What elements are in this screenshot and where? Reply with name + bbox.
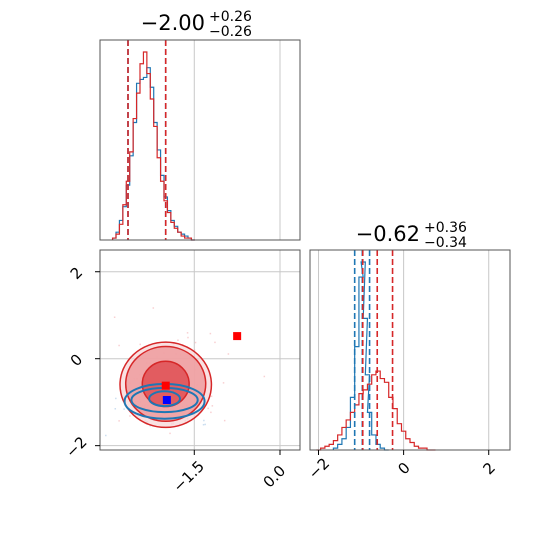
x-axis-ticks: −1.5 0.0 [170, 450, 290, 496]
title-upper-error: +0.36 [424, 220, 467, 236]
sample-point [203, 419, 205, 422]
sample-point [210, 395, 213, 398]
title-value: −2.00 [141, 11, 205, 35]
sample-point [169, 432, 171, 435]
x-tick-label: 2 [479, 459, 498, 478]
sample-point [202, 423, 205, 426]
sample-point [222, 382, 225, 384]
y-tick-label: −2 [62, 433, 90, 461]
sample-point [263, 375, 266, 378]
sample-point [207, 407, 209, 410]
blue-contour-level [148, 390, 181, 408]
plot-frame [99, 249, 301, 451]
grid [318, 250, 490, 450]
quantile-lines [353, 250, 394, 450]
red-marker [161, 381, 170, 390]
markers [161, 332, 242, 404]
joint-contour-panel: −1.5 0.0 −2 0 2 [62, 249, 301, 496]
y-tick-label: 0 [67, 350, 86, 369]
plot-area [100, 250, 300, 450]
sample-point [113, 316, 116, 318]
histogram-series [316, 261, 436, 451]
red-marker [233, 332, 242, 341]
sample-point [115, 397, 117, 400]
histogram-step-blue [332, 261, 389, 451]
x-tick-label: 0.0 [260, 462, 290, 492]
y-tick-label: 2 [67, 263, 86, 282]
sample-point [209, 332, 212, 335]
sample-point [152, 307, 155, 309]
sample-point [129, 415, 131, 417]
plot-frame [99, 39, 301, 241]
sample-point [227, 353, 230, 355]
sample-point [211, 405, 214, 407]
x-tick-label: −2 [305, 454, 333, 482]
x-tick-label: −1.5 [170, 457, 208, 495]
sample-point [186, 332, 189, 334]
sample-point [139, 343, 141, 346]
plot-frame [309, 249, 511, 451]
sample-point [193, 349, 196, 351]
title-lower-error: −0.26 [209, 24, 252, 40]
sample-point [187, 336, 189, 339]
y-axis-ticks: −2 0 2 [62, 263, 100, 461]
blue-marker [162, 396, 171, 404]
sample-point [223, 419, 226, 422]
sample-point [105, 434, 107, 437]
title-value: −0.62 [356, 222, 420, 246]
plot-area [310, 250, 510, 450]
marginal-histogram-1: −2.00 +0.26 −0.26 [99, 9, 301, 241]
sample-point [194, 341, 197, 344]
title-lower-error: −0.34 [424, 235, 467, 251]
grid [193, 40, 281, 240]
plot-area [100, 40, 300, 240]
sample-point [118, 344, 120, 347]
sample-point [214, 341, 216, 344]
sample-point [123, 408, 125, 410]
quantile-lines [127, 40, 167, 240]
sample-point [204, 423, 206, 426]
x-tick-label: 0 [394, 459, 413, 478]
histogram-step-red [316, 370, 436, 451]
sample-point [118, 420, 120, 422]
sample-point [114, 408, 117, 410]
sample-point [210, 411, 212, 414]
histogram-step-red [111, 51, 195, 241]
title-upper-error: +0.26 [209, 9, 252, 25]
histogram-series [111, 51, 195, 241]
marginal-histogram-2: −2 0 2 −0.62 +0.36 −0.34 [305, 220, 511, 483]
sample-point [177, 339, 179, 341]
x-axis-ticks: −2 0 2 [305, 450, 499, 483]
